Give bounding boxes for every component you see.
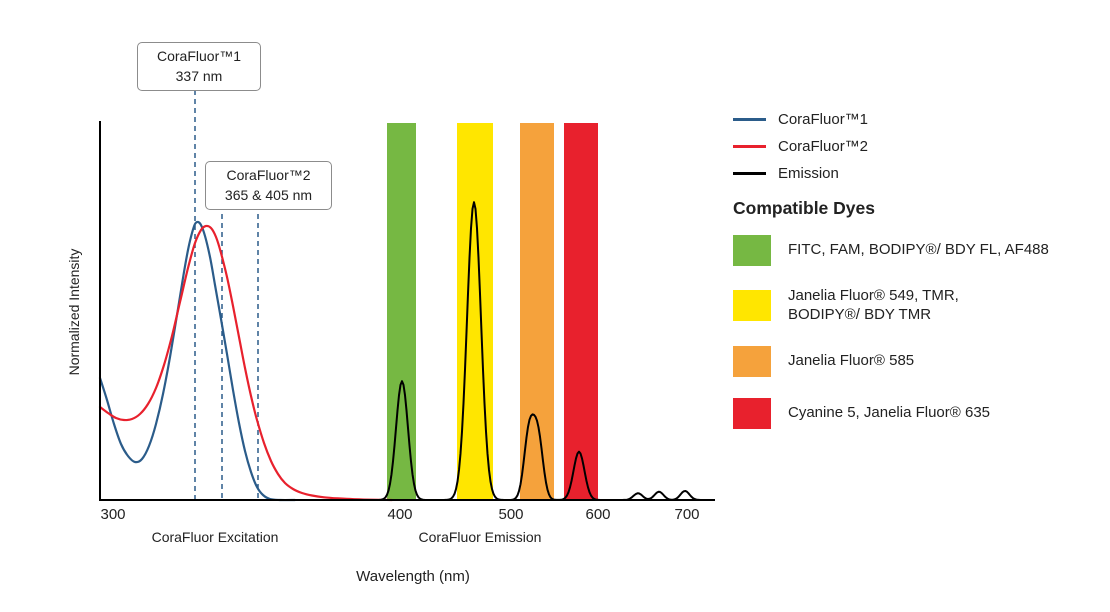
legend: CoraFluor™1 CoraFluor™2 Emission — [733, 106, 868, 187]
dye-swatch-orange — [733, 345, 771, 377]
legend-line-sample-emission — [733, 172, 766, 175]
dye-item-orange: Janelia Fluor® 585 — [733, 345, 1103, 377]
legend-label-corafluor1: CoraFluor™1 — [778, 111, 869, 128]
x-axis-label: Wavelength (nm) — [356, 568, 470, 585]
x-tick-500: 500 — [498, 506, 524, 523]
dye-label-green: FITC, FAM, BODIPY®/ BDY FL, AF488 — [788, 241, 1049, 259]
dye-item-yellow: Janelia Fluor® 549, TMR, BODIPY®/ BDY TM… — [733, 287, 1103, 325]
compatible-dyes-panel: Compatible Dyes FITC, FAM, BODIPY®/ BDY … — [733, 198, 1103, 450]
annotation-value: 365 & 405 nm — [224, 186, 313, 203]
dye-swatch-yellow — [733, 290, 771, 322]
legend-label-emission: Emission — [778, 165, 839, 182]
dye-label-yellow: Janelia Fluor® 549, TMR, BODIPY®/ BDY TM… — [788, 287, 959, 323]
x-section-label-excitation: CoraFluor Excitation — [151, 529, 279, 545]
annotation-title: CoraFluor™1 — [156, 48, 242, 64]
x-tick-700: 700 — [674, 506, 700, 523]
dye-item-green: FITC, FAM, BODIPY®/ BDY FL, AF488 — [733, 235, 1103, 266]
legend-item-corafluor1: CoraFluor™1 — [733, 106, 868, 133]
annotation-corafluor2-365-405nm: CoraFluor™2 365 & 405 nm — [205, 161, 332, 211]
legend-item-corafluor2: CoraFluor™2 — [733, 133, 868, 160]
dye-swatch-green — [733, 235, 771, 266]
legend-label-corafluor2: CoraFluor™2 — [778, 138, 869, 155]
emission-band-red — [564, 123, 598, 500]
dye-label-red: Cyanine 5, Janelia Fluor® 635 — [788, 403, 991, 421]
x-section-label-emission: CoraFluor Emission — [418, 529, 542, 545]
emission-band-green — [387, 123, 416, 500]
x-tick-300: 300 — [100, 506, 126, 523]
compatible-dyes-title: Compatible Dyes — [733, 198, 875, 218]
dye-item-red: Cyanine 5, Janelia Fluor® 635 — [733, 397, 1103, 429]
excitation-curve-corafluor1 — [98, 220, 297, 502]
legend-item-emission: Emission — [733, 160, 868, 187]
legend-line-sample-corafluor1 — [733, 118, 766, 121]
legend-line-sample-corafluor2 — [733, 145, 766, 148]
excitation-curve-corafluor2 — [98, 224, 394, 502]
y-axis-label: Normalized Intensity — [66, 248, 82, 376]
dye-swatch-red — [733, 397, 771, 429]
x-tick-600: 600 — [585, 506, 611, 523]
dye-label-orange: Janelia Fluor® 585 — [788, 351, 915, 369]
annotation-title: CoraFluor™2 — [226, 167, 311, 183]
x-tick-400: 400 — [387, 506, 413, 523]
annotation-corafluor1-337nm: CoraFluor™1 337 nm — [137, 42, 261, 92]
annotation-value: 337 nm — [175, 67, 223, 84]
compatible-dyes-list: FITC, FAM, BODIPY®/ BDY FL, AF488 Janelia… — [733, 235, 1103, 429]
